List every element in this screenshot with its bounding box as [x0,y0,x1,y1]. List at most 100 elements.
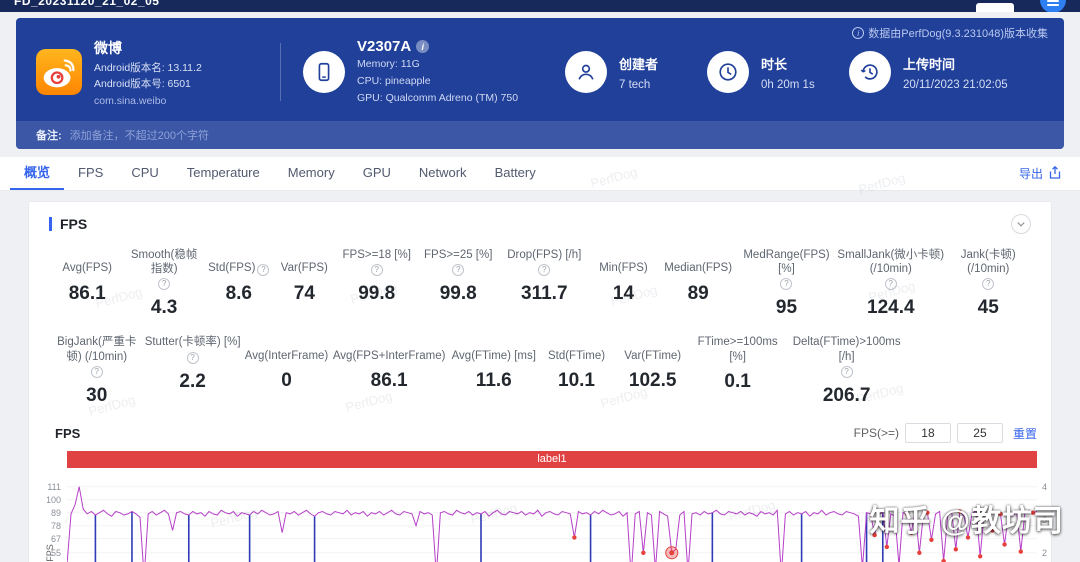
metric-label: FPS>=25 [%] [424,248,493,261]
metric-value: 30 [86,385,108,407]
question-icon[interactable]: ? [186,351,199,364]
tab-list: 概览 FPS CPU Temperature Memory GPU Network Batte… [10,157,550,190]
y-axis-tick: 55 [50,547,61,558]
top-action-button[interactable] [976,3,1014,12]
metric-FPS>=18 [%]: FPS>=18 [%]? 99.8 [338,248,416,320]
window-top-bar: FD_20231120_21_02_05 [0,0,1080,12]
person-icon [565,51,607,94]
tab-Battery[interactable]: Battery [494,164,536,180]
question-icon[interactable]: ? [840,366,853,379]
y-axis-tick: 78 [50,520,61,531]
metric-value: 206.7 [822,385,871,407]
metric-label: Var(FTime) [624,350,682,363]
metric-label: Min(FPS) [599,262,648,275]
metric-label: Avg(FPS+InterFrame) [332,350,446,363]
metric-value: 8.6 [225,282,252,304]
device-gpu: GPU: Qualcomm Adreno (TM) 750 [357,92,519,105]
metric-value: 86.1 [370,370,408,392]
question-icon[interactable]: ? [370,264,383,277]
remark-placeholder: 添加备注，不超过200个字符 [69,129,210,142]
device-cpu: CPU: pineapple [357,75,431,88]
weibo-app-icon [36,49,82,96]
phone-icon [303,51,345,94]
app-version-code: Android版本号: 6501 [94,77,191,90]
metric-SmallJank(微小卡顿) (/10min): SmallJank(微小卡顿) (/10min)? 124.4 [836,248,945,320]
export-button[interactable]: 导出 [1019,165,1062,182]
question-icon[interactable]: ? [982,278,995,291]
metric-value: 86.1 [68,282,106,304]
metric-value: 0.1 [724,371,751,393]
fps-metrics-row1: Avg(FPS) 86.1 Smooth(稳帧指数)? 4.3 Std(FPS)? 8.6… [29,240,1051,320]
fps-chart-title: FPS [55,425,81,441]
metric-Delta(FTime)>100ms [/h]: Delta(FTime)>100ms [/h]? 206.7 [785,335,908,407]
fps-threshold-label: FPS(>=) [853,426,899,441]
right-axis-tick: 2 [1042,548,1048,559]
fps-card: FPS Avg(FPS) 86.1 Smooth(稳帧指数)? 4.3 Std(FPS)… [28,200,1052,562]
upload-label: 上传时间 [903,56,956,72]
question-icon[interactable]: ? [90,366,103,379]
tab-概览[interactable]: 概览 [10,157,65,190]
question-icon[interactable]: ? [884,278,897,291]
duration-label: 时长 [761,56,788,72]
collapse-button[interactable] [1011,213,1031,234]
metric-Avg(InterFrame): Avg(InterFrame) 0 [245,335,329,407]
tab-Temperature[interactable]: Temperature [186,164,260,180]
y-axis-tick: 100 [45,494,61,505]
app-name: 微博 [94,40,122,57]
tab-FPS[interactable]: FPS [78,164,104,180]
help-button[interactable] [1040,0,1066,12]
reset-link[interactable]: 重置 [1012,426,1037,441]
metric-Avg(FTime) [ms]: Avg(FTime) [ms] 11.6 [450,335,538,407]
metric-Median(FPS): Median(FPS) 89 [659,248,737,320]
metric-value: 45 [977,297,999,319]
device-memory: Memory: 11G [357,58,420,70]
metric-value: 0 [281,370,292,392]
upload-block: 上传时间 20/11/2023 21:02:05 [849,51,1008,94]
collect-note-text: 数据由PerfDog(9.3.231048)版本收集 [868,28,1048,40]
metric-label: Var(FPS) [280,262,328,275]
question-icon[interactable]: ? [780,278,793,291]
metric-Min(FPS): Min(FPS) 14 [592,248,656,320]
metric-Jank(卡顿) (/10min): Jank(卡顿) (/10min)? 45 [950,248,1028,320]
metric-value: 95 [775,297,798,319]
report-title: FD_20231120_21_02_05 [14,0,160,8]
metric-label: Stutter(卡顿率) [%] [144,336,241,349]
metric-value: 2.2 [179,370,206,392]
chevron-down-icon [1017,221,1025,227]
fps-threshold-input-1[interactable] [904,423,951,444]
metric-Var(FPS): Var(FPS) 74 [275,248,334,320]
metric-Drop(FPS) [/h]: Drop(FPS) [/h]? 311.7 [501,248,588,320]
duration-block: 时长 0h 20m 1s [707,51,849,94]
fps-chart-plot[interactable]: FPS 1111008978675544334321 [45,482,1047,562]
metric-FTime>=100ms [%]: FTime>=100ms [%] 0.1 [694,335,782,407]
tab-bar: 概览 FPS CPU Temperature Memory GPU Network Batte… [0,156,1080,191]
tab-GPU[interactable]: GPU [362,164,391,180]
fps-line-chart[interactable] [67,482,1037,562]
question-icon[interactable]: ? [158,278,171,291]
tab-Network[interactable]: Network [418,164,467,180]
right-axis-tick: 3 [1042,515,1048,526]
metric-Smooth(稳帧指数): Smooth(稳帧指数)? 4.3 [125,248,203,320]
metric-value: 4.3 [150,297,178,319]
metric-value: 11.6 [475,370,512,392]
metric-label: Smooth(稳帧指数) [130,248,198,276]
question-icon[interactable]: ? [452,264,465,277]
tab-Memory[interactable]: Memory [287,164,335,180]
question-icon[interactable]: ? [538,264,551,277]
device-model: V2307A [357,38,412,55]
metric-BigJank(严重卡顿) (/10min): BigJank(严重卡顿) (/10min)? 30 [53,335,141,407]
metric-Std(FTime): Std(FTime) 10.1 [542,335,612,407]
device-info-icon[interactable]: i [416,40,430,53]
metric-FPS>=25 [%]: FPS>=25 [%]? 99.8 [419,248,497,320]
creator-block: 创建者 7 tech [565,51,707,94]
collect-note: i 数据由PerfDog(9.3.231048)版本收集 [852,25,1048,41]
question-icon[interactable]: ? [257,263,270,276]
creator-label: 创建者 [619,56,659,72]
metric-label: Std(FTime) [547,350,606,363]
help-icon [1047,0,1059,2]
remark-input[interactable]: 备注: 添加备注，不超过200个字符 [16,120,1064,149]
export-label: 导出 [1018,166,1043,181]
device-block: V2307A i Memory: 11G CPU: pineapple GPU:… [303,38,565,107]
fps-threshold-input-2[interactable] [956,423,1003,444]
tab-CPU[interactable]: CPU [131,164,159,180]
